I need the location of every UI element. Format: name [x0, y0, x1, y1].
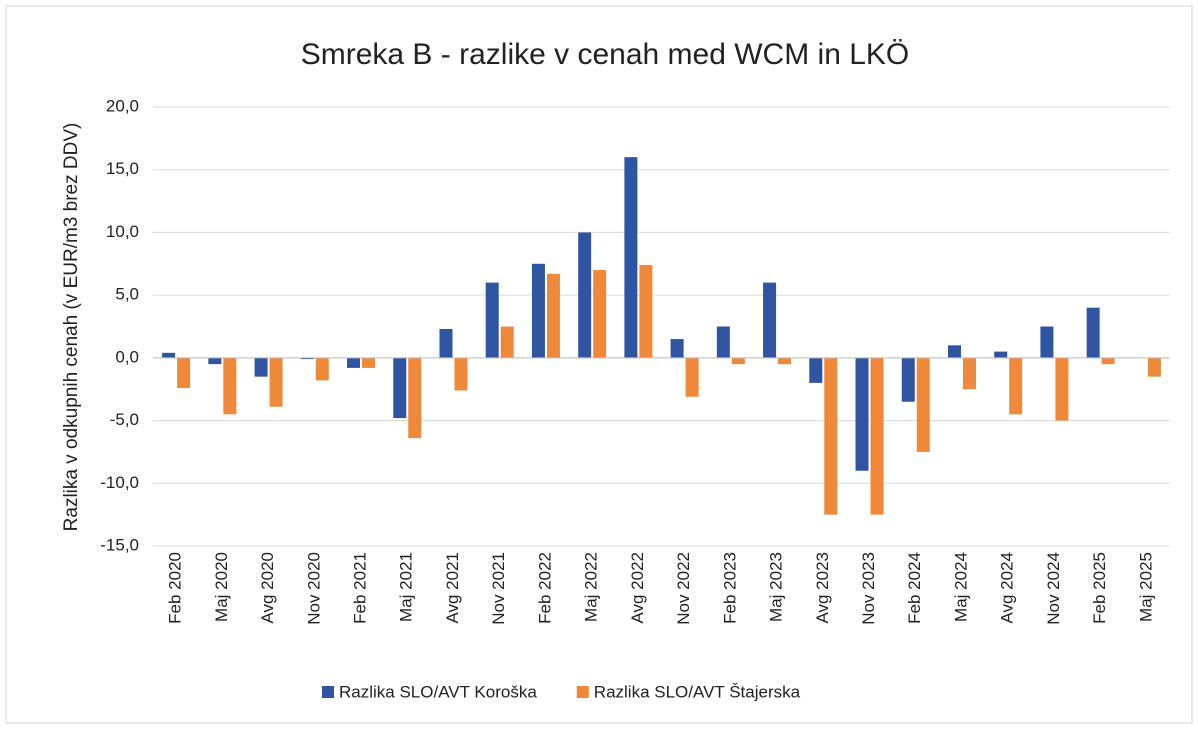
bar [500, 326, 514, 358]
x-tick-label: Avg 2023 [813, 552, 832, 624]
y-tick-label: -10,0 [100, 473, 139, 492]
bar [177, 357, 191, 388]
x-tick-label: Feb 2022 [535, 552, 554, 624]
x-tick-label: Avg 2020 [258, 552, 277, 624]
bar [624, 157, 638, 358]
bar [531, 263, 545, 358]
bar [824, 357, 838, 515]
chart-title: Smreka B - razlike v cenah med WCM in LK… [301, 38, 910, 71]
bar [546, 273, 560, 358]
bar [1147, 357, 1161, 377]
y-axis-title: Razlika v odkupnih cenah (v EUR/m3 brez … [61, 123, 82, 532]
x-tick-label: Nov 2024 [1044, 552, 1063, 625]
bar [947, 345, 961, 358]
bar [870, 357, 884, 515]
bar [578, 232, 592, 358]
x-tick-label: Avg 2022 [628, 552, 647, 624]
x-tick-label: Maj 2024 [951, 552, 970, 622]
bar [362, 357, 376, 368]
x-tick-label: Avg 2021 [443, 552, 462, 624]
bar [393, 357, 407, 419]
bar [269, 357, 283, 407]
y-tick-label: 5,0 [115, 285, 139, 304]
bar [731, 357, 745, 365]
x-tick-label: Maj 2023 [767, 552, 786, 622]
y-tick-label: 20,0 [106, 96, 139, 115]
bar [315, 357, 329, 381]
x-tick-label: Feb 2021 [351, 552, 370, 624]
bar [1101, 357, 1115, 365]
x-tick-label: Nov 2023 [859, 552, 878, 625]
x-tick-label: Maj 2022 [582, 552, 601, 622]
y-tick-label: 15,0 [106, 159, 139, 178]
bar [1009, 357, 1023, 415]
x-tick-label: Avg 2024 [998, 552, 1017, 624]
y-tick-label: -15,0 [100, 535, 139, 554]
bar [778, 357, 792, 365]
bar [485, 282, 499, 358]
bar [439, 329, 453, 358]
bar [162, 352, 176, 358]
bar [855, 357, 869, 471]
bar [1040, 326, 1054, 358]
bar [809, 357, 823, 383]
x-tick-label: Feb 2023 [720, 552, 739, 624]
bar [300, 357, 314, 360]
bar [208, 357, 222, 365]
bar [347, 357, 361, 368]
y-tick-label: -5,0 [110, 410, 139, 429]
bar [454, 357, 468, 391]
bar [1055, 357, 1069, 421]
bar [1086, 307, 1100, 358]
bar [716, 326, 730, 358]
y-tick-label: 0,0 [115, 347, 139, 366]
legend-swatch [576, 686, 589, 698]
legend-label: Razlika SLO/AVT Koroška [339, 682, 537, 701]
x-tick-label: Maj 2025 [1136, 552, 1155, 622]
bar [254, 357, 268, 377]
x-tick-label: Nov 2021 [489, 552, 508, 625]
bar [962, 357, 976, 390]
x-tick-label: Nov 2020 [304, 552, 323, 625]
bar [994, 351, 1008, 358]
x-tick-label: Feb 2020 [166, 552, 185, 624]
y-tick-label: 10,0 [106, 222, 139, 241]
x-tick-label: Nov 2022 [674, 552, 693, 625]
bar [408, 357, 422, 439]
bar [763, 282, 777, 358]
bar [670, 339, 684, 358]
x-tick-label: Feb 2025 [1090, 552, 1109, 624]
legend-label: Razlika SLO/AVT Štajerska [594, 682, 801, 701]
x-tick-label: Maj 2020 [212, 552, 231, 622]
bar [916, 357, 930, 452]
bar [685, 357, 699, 397]
chart-frame [5, 5, 1193, 724]
legend-swatch [322, 686, 334, 698]
bar [901, 357, 915, 402]
bar [223, 357, 237, 415]
bar [639, 265, 653, 358]
bar [593, 270, 607, 358]
x-tick-label: Maj 2021 [397, 552, 416, 622]
x-tick-label: Feb 2024 [905, 552, 924, 624]
